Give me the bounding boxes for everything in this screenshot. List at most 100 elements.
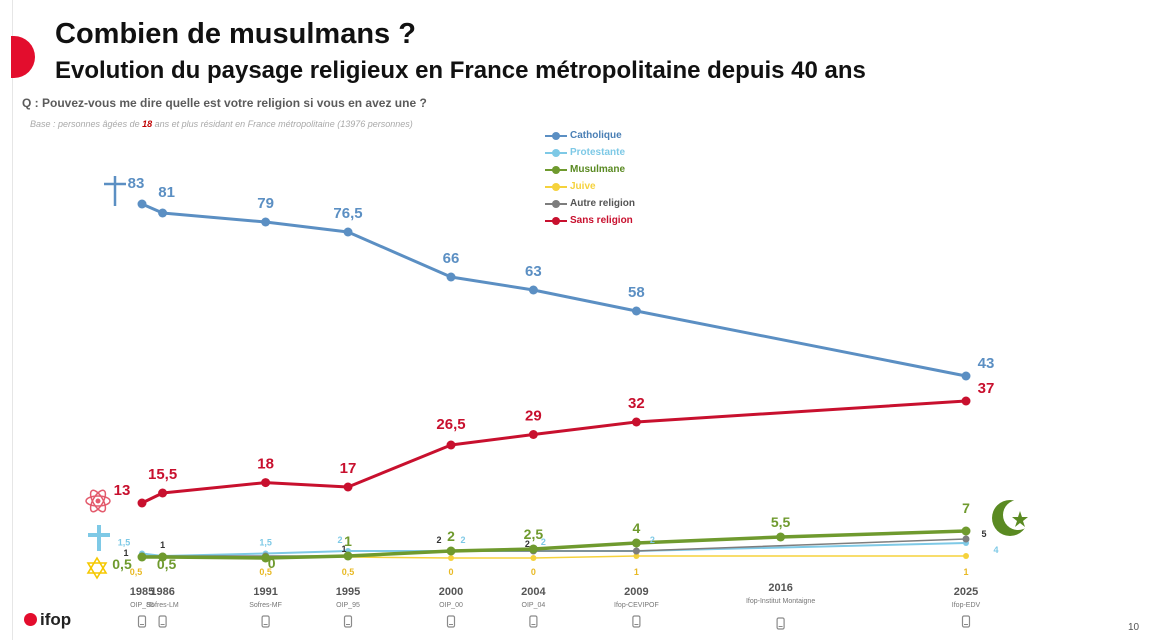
base-suffix: ans et plus résidant en France métropoli… bbox=[152, 119, 413, 129]
crescent-star bbox=[1012, 511, 1028, 527]
legend-label: Protestante bbox=[570, 147, 626, 158]
data-label-sans-religion-2025: 37 bbox=[978, 380, 995, 397]
data-label-autre-religion-2000: 2 bbox=[436, 535, 441, 545]
data-label-protestante-1991: 1,5 bbox=[259, 538, 272, 548]
data-label-autre-religion-2004: 2 bbox=[525, 539, 530, 549]
data-label-musulmane-2016: 5,5 bbox=[771, 514, 791, 530]
atom-icon bbox=[85, 489, 111, 513]
x-source-label-1985: OIP_85 bbox=[130, 602, 154, 609]
data-label-sans-religion-1991: 18 bbox=[257, 456, 274, 473]
data-label-sans-religion-2004: 29 bbox=[525, 408, 542, 425]
legend-item-sans-religion: Sans religion bbox=[545, 213, 655, 229]
data-point-catholique-2004 bbox=[528, 285, 538, 295]
legend-label: Musulmane bbox=[570, 164, 626, 175]
crucifix-icon bbox=[104, 176, 126, 206]
x-source-label-1986: Sofres-LM bbox=[146, 602, 178, 609]
data-label-musulmane-1991: 0 bbox=[268, 555, 276, 571]
data-point-musulmane-1991 bbox=[261, 553, 271, 563]
atom-nucleus bbox=[95, 498, 101, 504]
legend-marker bbox=[552, 166, 560, 174]
data-label-musulmane-1985: 0,5 bbox=[112, 556, 132, 572]
data-label-juive-1995: 0,5 bbox=[342, 567, 355, 577]
phone-icon-body bbox=[343, 615, 353, 628]
atom-orbit-1 bbox=[85, 495, 111, 507]
data-point-juive-2004 bbox=[530, 555, 537, 561]
data-point-sans-religion-2004 bbox=[528, 430, 538, 439]
data-point-musulmane-1985 bbox=[137, 552, 147, 562]
data-label-catholique-2009: 58 bbox=[628, 284, 645, 301]
data-point-catholique-1985 bbox=[137, 199, 147, 209]
data-point-musulmane-1995 bbox=[343, 551, 353, 561]
data-point-catholique-1991 bbox=[261, 217, 271, 227]
data-label-sans-religion-1986: 15,5 bbox=[148, 466, 177, 483]
cross-icon bbox=[88, 525, 110, 551]
series-line-sans-religion bbox=[140, 399, 968, 505]
data-point-catholique-2000 bbox=[446, 272, 456, 282]
crescent-cut bbox=[1003, 500, 1033, 530]
page-title: Combien de musulmans ? bbox=[55, 18, 416, 50]
data-label-catholique-1995: 76,5 bbox=[333, 205, 362, 222]
phone-icon bbox=[261, 615, 270, 628]
x-source-label-2004: OIP_04 bbox=[522, 602, 546, 609]
data-label-protestante-2004: 2 bbox=[541, 537, 546, 547]
phone-icon bbox=[961, 615, 971, 628]
x-source-label-2009: Ifop-CEVIPOF bbox=[614, 602, 659, 609]
data-point-sans-religion-2000 bbox=[446, 440, 456, 450]
data-point-musulmane-2025 bbox=[961, 526, 971, 536]
legend-item-catholique: Catholique bbox=[545, 128, 655, 144]
data-point-catholique-1986 bbox=[158, 208, 168, 218]
data-label-catholique-2025: 43 bbox=[978, 355, 995, 372]
x-tick-label-1985: 1985 bbox=[130, 586, 154, 598]
survey-base: Base : personnes âgées de 18 ans et plus… bbox=[30, 119, 413, 129]
phone-icon bbox=[137, 615, 147, 628]
phone-icon-body bbox=[776, 617, 785, 630]
phone-icon bbox=[343, 615, 353, 628]
data-point-catholique-1995 bbox=[343, 227, 353, 237]
phone-icon-body bbox=[158, 615, 167, 628]
data-point-sans-religion-1986 bbox=[158, 488, 168, 498]
data-label-catholique-2000: 66 bbox=[443, 250, 460, 267]
data-point-musulmane-2004 bbox=[528, 544, 538, 554]
phone-icon-body bbox=[261, 615, 270, 628]
data-label-musulmane-2004: 2,5 bbox=[524, 526, 544, 542]
phone-icon bbox=[529, 615, 538, 628]
data-label-catholique-1985: 83 bbox=[128, 175, 145, 192]
data-label-catholique-1986: 81 bbox=[158, 184, 175, 201]
data-point-juive-2009 bbox=[633, 553, 640, 559]
x-tick-label-1991: 1991 bbox=[253, 586, 277, 598]
survey-question: Q : Pouvez-vous me dire quelle est votre… bbox=[22, 96, 427, 110]
legend-marker bbox=[552, 183, 560, 191]
data-point-sans-religion-2025 bbox=[961, 396, 971, 406]
data-point-autre-religion-2009 bbox=[632, 547, 640, 555]
legend-label: Catholique bbox=[570, 130, 622, 141]
data-label-autre-religion-1985: 1 bbox=[123, 548, 128, 558]
x-source-label-2016: Ifop-Institut Montaigne bbox=[746, 598, 815, 605]
data-label-musulmane-2009: 4 bbox=[633, 520, 641, 536]
data-label-protestante-1995: 2 bbox=[337, 535, 342, 545]
legend-marker bbox=[552, 149, 560, 157]
page-subtitle: Evolution du paysage religieux en France… bbox=[55, 57, 866, 84]
x-source-label-2000: OIP_00 bbox=[439, 602, 463, 609]
crescent-star-icon bbox=[992, 500, 1033, 536]
x-tick-label-1995: 1995 bbox=[336, 586, 360, 598]
data-point-musulmane-2009 bbox=[631, 538, 641, 548]
data-point-juive-2000 bbox=[448, 555, 454, 561]
data-point-musulmane-2000 bbox=[446, 546, 456, 556]
data-point-sans-religion-1991 bbox=[261, 478, 271, 488]
data-label-musulmane-1995: 1 bbox=[344, 533, 352, 549]
data-point-autre-religion-2025 bbox=[962, 535, 970, 543]
data-label-autre-religion-2025: 5 bbox=[981, 529, 986, 539]
data-point-catholique-2025 bbox=[961, 371, 971, 381]
data-label-musulmane-2025: 7 bbox=[962, 500, 970, 516]
phone-icon-body bbox=[137, 615, 147, 628]
x-tick-label-2004: 2004 bbox=[521, 586, 546, 598]
x-source-label-1991: Sofres-MF bbox=[249, 602, 282, 609]
phone-icon-body bbox=[446, 615, 456, 628]
data-label-juive-2009: 1 bbox=[634, 567, 639, 577]
data-point-sans-religion-1995 bbox=[343, 482, 353, 492]
legend-label: Sans religion bbox=[570, 215, 633, 226]
phone-icon bbox=[158, 615, 167, 628]
phone-icon bbox=[776, 617, 785, 630]
data-label-sans-religion-2009: 32 bbox=[628, 395, 645, 412]
legend-item-protestante: Protestante bbox=[545, 145, 655, 161]
